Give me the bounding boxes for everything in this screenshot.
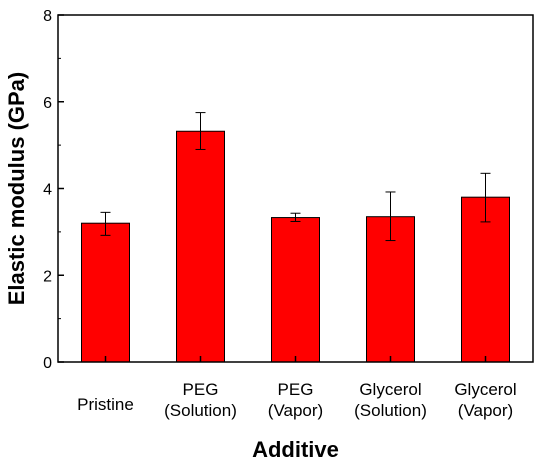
x-tick-label-line: PEG (183, 380, 219, 399)
y-tick-label: 0 (43, 355, 52, 372)
y-tick-label: 6 (43, 95, 52, 112)
x-tick-label: Glycerol (Vapor) (454, 380, 516, 420)
y-ticks-group: 0 2 4 6 8 (43, 8, 64, 372)
x-axis-title: Additive (252, 437, 339, 462)
bar (81, 222, 130, 363)
x-tick-label-line: Pristine (77, 395, 134, 414)
bar (461, 196, 510, 363)
y-tick-label: 2 (43, 268, 52, 285)
y-tick-label: 8 (43, 8, 52, 25)
bar (271, 217, 320, 363)
x-tick-label-line: (Vapor) (458, 401, 513, 420)
x-tick-label: PEG (Vapor) (268, 380, 323, 420)
x-tick-label: Pristine (77, 395, 134, 414)
y-axis-title: Elastic modulus (GPa) (4, 72, 29, 306)
x-tick-label-line: (Solution) (354, 401, 427, 420)
x-tick-label-line: (Solution) (164, 401, 237, 420)
x-tick-label: PEG (Solution) (164, 380, 237, 420)
x-tick-label-line: PEG (278, 380, 314, 399)
x-tick-label-line: Glycerol (454, 380, 516, 399)
x-tick-label: Glycerol (Solution) (354, 380, 427, 420)
x-tick-label-line: (Vapor) (268, 401, 323, 420)
y-tick-label: 4 (43, 182, 52, 199)
bars-group (81, 130, 510, 363)
x-tick-labels-group: Pristine PEG (Solution) PEG (Vapor) Glycerol (… (77, 356, 517, 420)
bar (176, 130, 225, 363)
error-bars-group (100, 112, 491, 242)
x-tick-label-line: Glycerol (359, 380, 421, 399)
